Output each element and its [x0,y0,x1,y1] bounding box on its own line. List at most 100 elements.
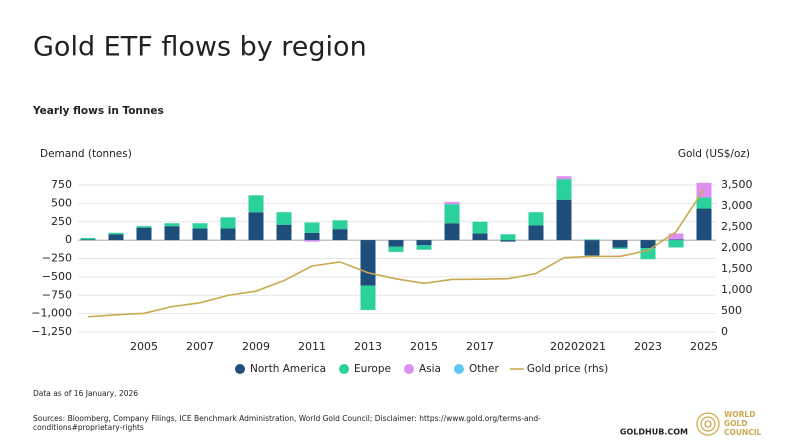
bar [612,247,628,249]
bar [80,237,96,240]
logo-ring [700,416,716,432]
y2-tick-label: 0 [721,325,728,338]
y-tick-label: 0 [65,233,72,246]
bar [164,223,180,227]
bar [248,212,264,241]
bar [136,227,152,241]
bar [528,212,544,226]
note: Data as of 16 January, 2026 [33,389,138,398]
bar [276,224,292,241]
y-axis-label: Demand (tonnes) [40,148,132,160]
bar [304,240,320,242]
sources-box: Sources: Bloomberg, Company Filings, ICE… [33,414,541,432]
legend-swatch [453,364,464,374]
x-tick-label: 2025 [690,340,718,353]
bar [556,176,572,180]
legend-label: Other [469,363,499,375]
bar [108,232,124,235]
x-tick-label: 2011 [298,340,326,353]
bar [136,226,152,228]
y2-tick-label: 3,500 [721,178,753,191]
bar [668,240,684,248]
bar [640,240,656,249]
bar [388,246,404,252]
bar [668,233,684,240]
bar [276,212,292,225]
y-tick-label: 500 [51,196,72,209]
bar [584,239,600,241]
sources: Sources: Bloomberg, Company Filings, ICE… [33,414,541,432]
bar [584,240,600,256]
x-tick-label: 2009 [242,340,270,353]
y-tick-label: −750 [42,288,72,301]
y-tick-label: 250 [51,215,72,228]
y-tick-label: −250 [42,252,72,265]
legend-label: Europe [354,363,391,375]
bar [220,217,236,229]
chart-title: Gold ETF flows by region [33,32,367,63]
logo-ring [704,420,712,428]
y2-tick-label: 500 [721,304,742,317]
legend-label: Asia [419,363,441,375]
y2-tick-label: 1,500 [721,262,753,275]
x-tick-label: 2023 [634,340,662,353]
bar [332,229,348,241]
bar [360,285,376,310]
bar [360,240,376,286]
bar [416,245,432,250]
bar [696,208,712,241]
legend-label: North America [250,363,326,375]
y-tick-label: −500 [42,270,72,283]
logo-ring [696,412,720,436]
bar [164,226,180,241]
bar [556,199,572,241]
bar [500,234,516,241]
bar [416,240,432,246]
bar [192,223,208,229]
y2-tick-label: 2,000 [721,241,753,254]
x-tick-label: 2015 [410,340,438,353]
bar [668,239,684,241]
legend-swatch [403,364,414,374]
x-tick-label: 2013 [354,340,382,353]
x-tick-label: 2020 [550,340,578,353]
bar [500,240,516,242]
bar [612,240,628,248]
price-line [87,188,705,318]
bar [696,197,712,209]
y2-tick-label: 3,000 [721,199,753,212]
x-tick-label: 2005 [130,340,158,353]
legend-label: Gold price (rhs) [527,363,608,375]
logo-text: COUNCIL [724,428,762,437]
bar [80,239,96,241]
bar [304,222,320,233]
legend-swatch [339,364,350,374]
y2-tick-label: 1,000 [721,283,753,296]
bar [220,228,236,241]
x-tick-label: 2007 [186,340,214,353]
y2-axis-label: Gold (US$/oz) [678,148,750,160]
x-tick-label: 2021 [578,340,606,353]
bar [388,240,404,247]
bar [192,228,208,241]
chart-subtitle: Yearly flows in Tonnes [32,105,164,117]
bar [444,223,460,241]
bar [248,195,264,213]
logo [696,412,720,436]
bar [444,204,460,224]
y-tick-label: −1,250 [31,325,72,338]
bar [472,221,488,234]
bar [304,232,320,241]
y-tick-label: −1,000 [31,307,72,320]
brand: GOLDHUB.COM [620,428,688,437]
x-tick-label: 2017 [466,340,494,353]
legend: North America Europe Asia Other Gold price (… [235,363,608,375]
bar [444,201,460,205]
legend-swatch [235,364,245,374]
logo-text: GOLD [724,419,748,428]
bar [528,225,544,241]
y2-tick-label: 2,500 [721,220,753,233]
logo-text: WORLD [724,410,755,419]
bar [556,179,572,200]
